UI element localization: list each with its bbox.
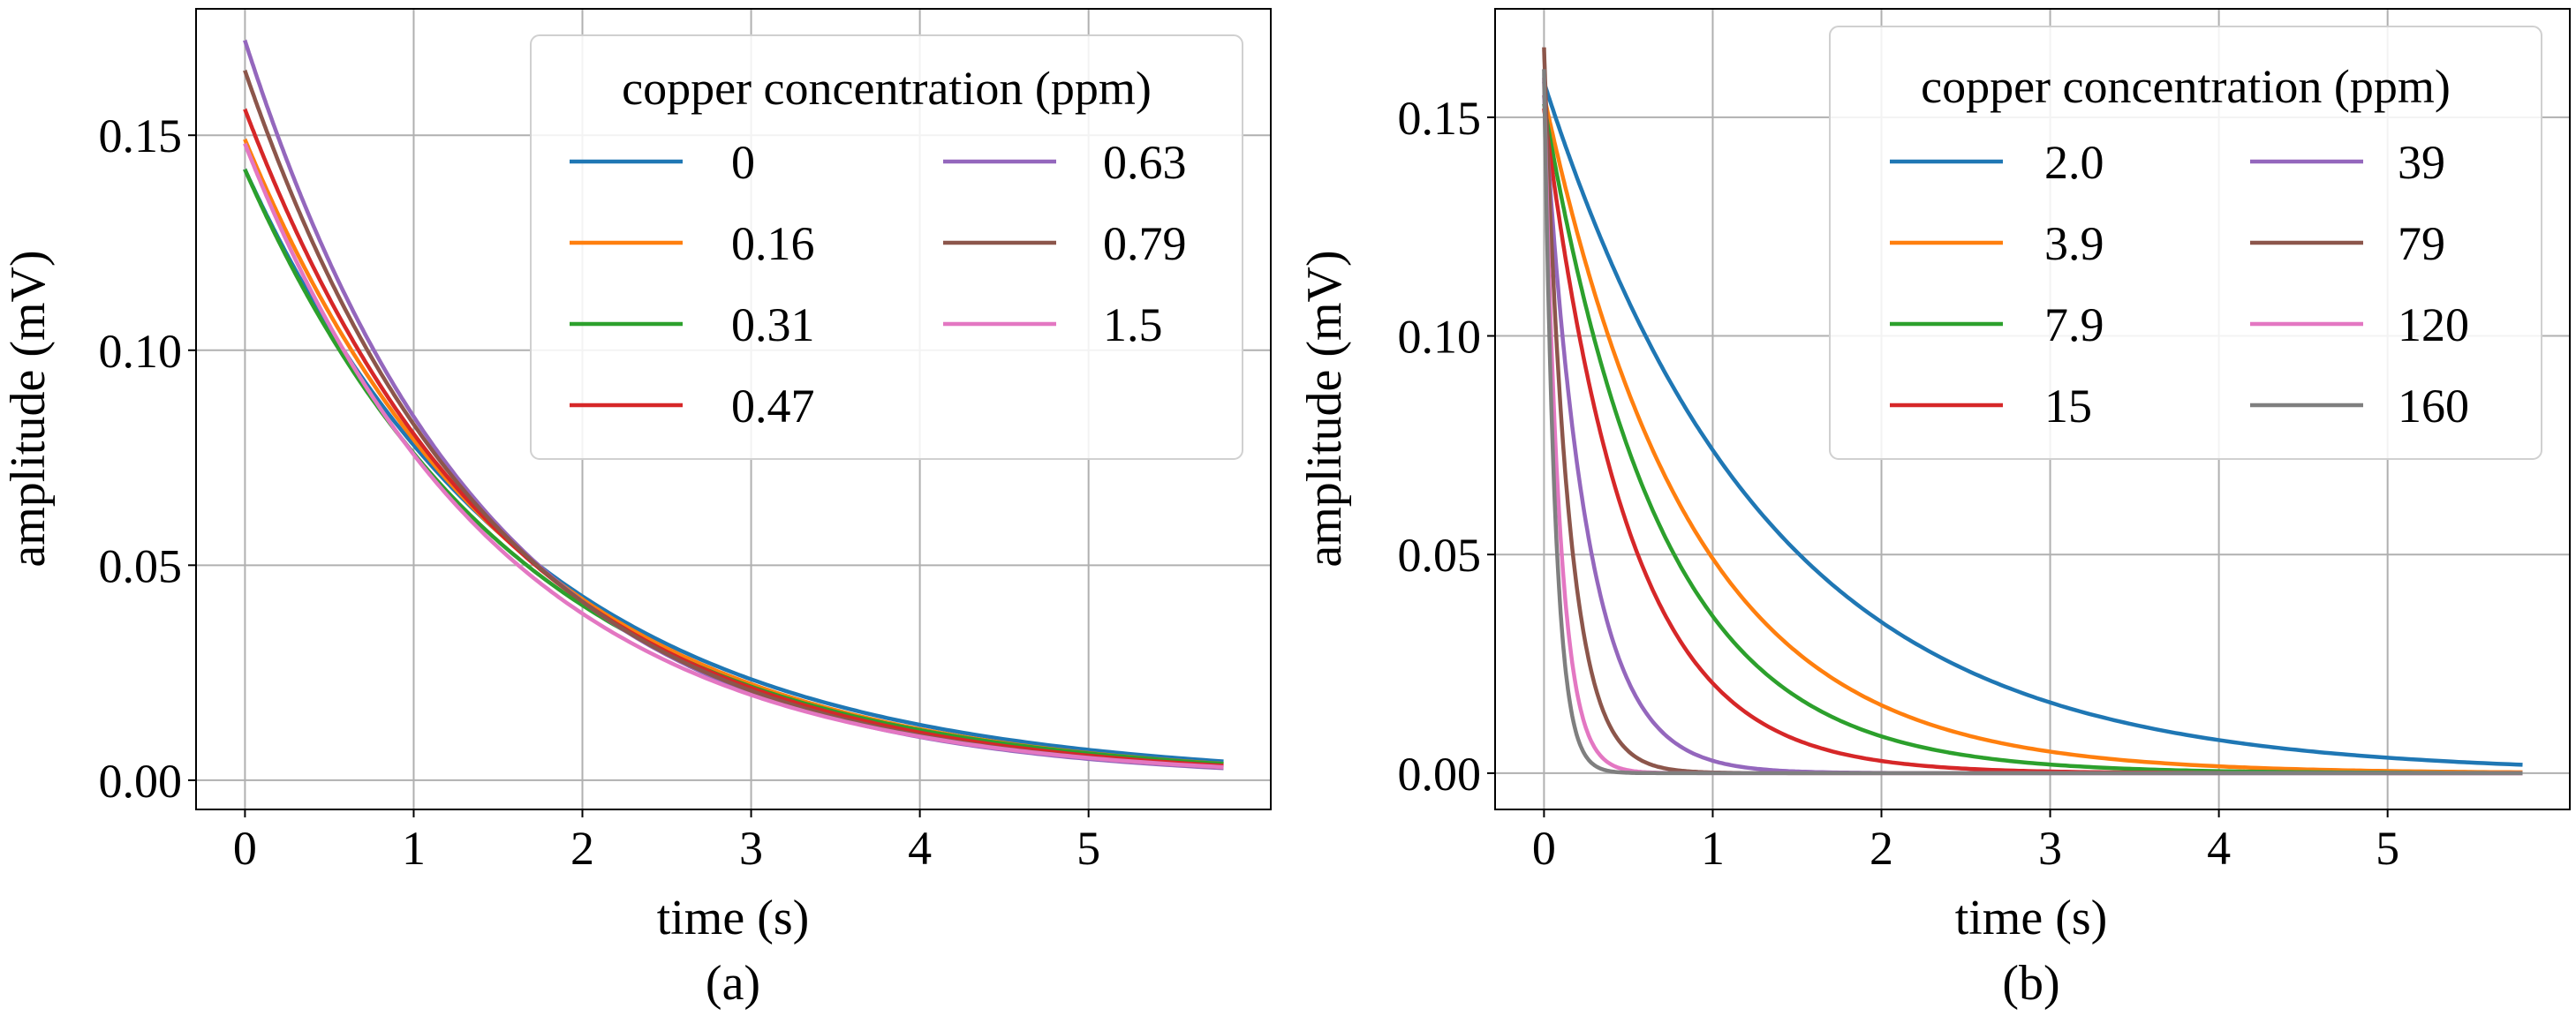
x-tick-label: 3 [739,822,763,875]
series-lines-a [243,38,1224,771]
legend-entry-label: 1.5 [1103,298,1163,351]
legend-entry-label: 79 [2398,217,2445,270]
plot-frame-b [1494,8,2571,810]
y-tick-label: 0.00 [1398,748,1482,801]
y-tick-label: 0.15 [1398,92,1482,145]
panel-label-a: (a) [706,956,760,1011]
series-line-160 [1542,67,2523,776]
series-line-3-9 [1542,94,2523,775]
y-axis-label-a: amplitude (mV) [1,250,56,567]
x-tick-label: 5 [1076,822,1100,875]
legend-entry-label: 0.63 [1103,136,1187,189]
y-tick-label: 0.10 [99,325,183,378]
legend-a: copper concentration (ppm) 0 0.16 0.31 0.47… [530,34,1243,460]
legend-title-b: copper concentration (ppm) [1921,60,2451,113]
series-line-1-5 [243,141,1224,770]
legend-entry-label: 7.9 [2044,298,2104,351]
x-tick-label: 2 [1870,822,1893,875]
chart-b: 0 1 2 3 4 5 0.00 0.05 0.10 0.15 time (s) (b) ampl… [1297,8,2571,1011]
series-lines-b [1542,45,2523,776]
legend-entry-label: 0 [731,136,755,189]
chart-a: 0 1 2 3 4 5 0.00 0.05 0.10 0.15 time (s) (a) ampl… [1,8,1272,1011]
series-line-0-47 [243,107,1224,768]
plot-frame-a [195,8,1272,810]
x-tick-label: 0 [1532,822,1556,875]
y-tick-label: 0.05 [1398,529,1482,582]
legend-entries-b: 2.0 3.9 7.9 15 39 79 120 160 [1890,136,2469,433]
legend-entry-label: 160 [2398,380,2469,433]
legend-frame-a [530,34,1243,460]
x-tick-label: 1 [1701,822,1725,875]
x-tick-label: 0 [233,822,257,875]
y-tick-label: 0.15 [99,109,183,162]
legend-entry-label: 2.0 [2044,136,2104,189]
legend-entries-a: 0 0.16 0.31 0.47 0.63 0.79 1.5 [570,136,1187,433]
legend-entry-label: 15 [2044,380,2092,433]
x-tick-label: 4 [2207,822,2231,875]
series-line-2-0 [1542,80,2523,767]
y-tick-label: 0.05 [99,539,183,592]
x-axis-label-a: time (s) [657,891,810,945]
legend-entry-label: 39 [2398,136,2445,189]
panel-label-b: (b) [2002,956,2059,1011]
legend-title-a: copper concentration (ppm) [622,62,1152,115]
legend-entry-label: 0.31 [731,298,815,351]
axis-ticks-a: 0 1 2 3 4 5 0.00 0.05 0.10 0.15 [99,109,1101,875]
x-tick-label: 5 [2376,822,2399,875]
legend-entry-label: 120 [2398,298,2469,351]
legend-frame-b [1829,26,2542,460]
x-tick-label: 1 [402,822,426,875]
legend-entry-label: 0.16 [731,217,815,270]
legend-entry-label: 3.9 [2044,217,2104,270]
series-line-0-31 [243,168,1224,766]
y-axis-label-b: amplitude (mV) [1297,250,1352,567]
axis-ticks-b: 0 1 2 3 4 5 0.00 0.05 0.10 0.15 [1398,92,2400,875]
legend-entry-label: 0.79 [1103,217,1187,270]
y-tick-label: 0.00 [99,755,183,808]
x-tick-label: 3 [2038,822,2062,875]
legend-b: copper concentration (ppm) 2.0 3.9 7.9 15 39… [1829,26,2542,460]
x-tick-label: 2 [570,822,594,875]
legend-entry-label: 0.47 [731,380,815,433]
x-axis-label-b: time (s) [1955,891,2108,945]
y-tick-label: 0.10 [1398,311,1482,364]
x-tick-label: 4 [908,822,932,875]
